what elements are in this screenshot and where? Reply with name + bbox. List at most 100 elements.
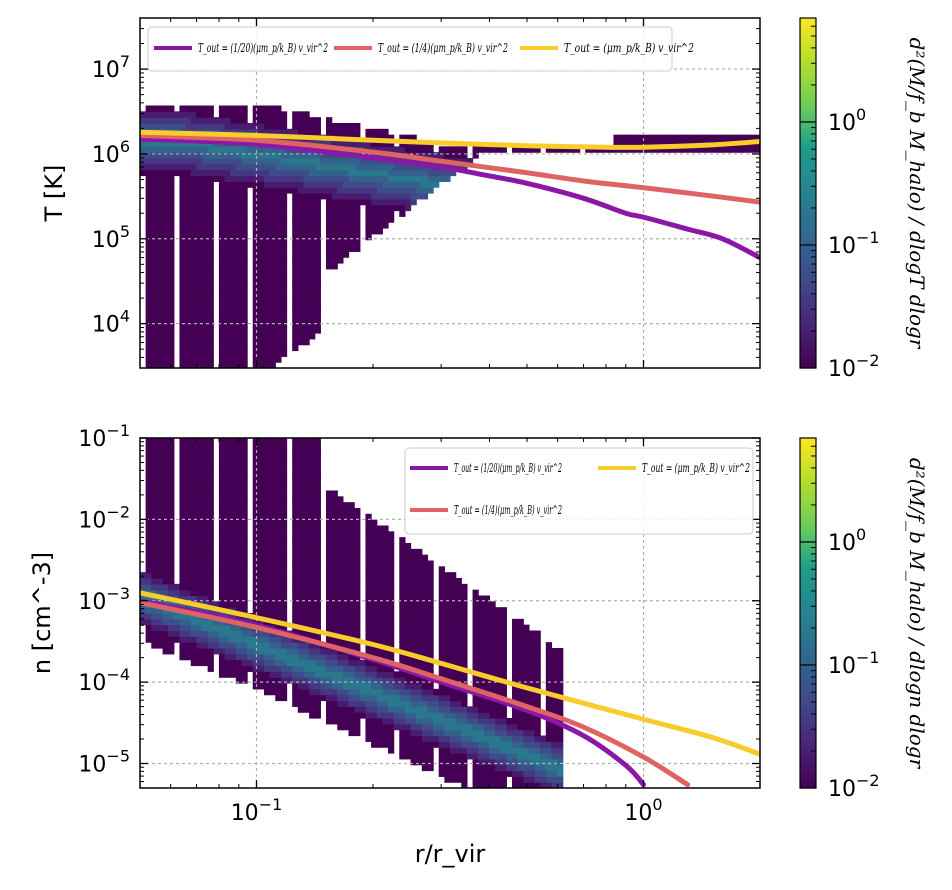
heat-cell: [264, 245, 271, 252]
heat-cell: [230, 216, 237, 223]
heat-cell: [156, 315, 164, 322]
heat-cell: [269, 531, 276, 538]
heat-cell: [540, 741, 547, 748]
heat-cell: [354, 525, 361, 532]
heat-cell: [534, 671, 541, 678]
heat-cell: [438, 723, 445, 731]
heat-cell: [382, 735, 389, 742]
heat-cell: [190, 193, 197, 200]
heat-cell: [466, 747, 474, 754]
heat-cell: [252, 449, 259, 457]
heat-cell: [692, 134, 699, 142]
heat-cell: [179, 286, 186, 293]
heat-cell: [145, 496, 152, 503]
heat-cell: [190, 467, 197, 474]
heat-cell: [297, 613, 305, 620]
heat-cell: [224, 601, 231, 608]
series-line-2: [140, 129, 760, 150]
heat-cell: [506, 770, 513, 777]
heat-cell: [399, 723, 406, 731]
heat-cell: [483, 659, 491, 667]
heat-cell: [309, 438, 316, 445]
heat-cell: [337, 233, 344, 241]
heat-cell: [348, 653, 355, 661]
heat-cell: [421, 741, 429, 748]
heat-cell: [314, 572, 321, 579]
heat-cell: [303, 239, 310, 247]
heat-cell: [371, 216, 378, 223]
heat-cell: [224, 525, 231, 532]
heat-cell: [280, 496, 288, 503]
heat-cell: [376, 543, 383, 550]
heat-cell: [314, 216, 321, 223]
heat-cell: [185, 583, 192, 591]
heat-cell: [534, 636, 541, 643]
heat-cell: [297, 128, 305, 136]
heat-cell: [348, 671, 355, 678]
heat-cell: [342, 688, 350, 696]
heat-cell: [438, 613, 445, 620]
heat-cell: [483, 595, 491, 602]
heat-cell: [331, 659, 338, 667]
heat-cell: [269, 105, 276, 112]
heat-cell: [297, 175, 305, 182]
heat-cell: [557, 764, 564, 772]
heat-cell: [185, 187, 192, 194]
heat-cell: [399, 700, 406, 707]
heat-cell: [230, 583, 237, 591]
heat-cell: [185, 239, 192, 247]
heat-cell: [280, 613, 288, 620]
heat-cell: [241, 169, 248, 177]
heat-cell: [478, 712, 485, 719]
heat-cell: [196, 554, 203, 562]
heat-cell: [444, 169, 451, 177]
heat-cell: [376, 723, 383, 731]
heat-cell: [179, 601, 186, 608]
heat-cell: [145, 554, 152, 562]
heat-cell: [252, 589, 259, 597]
heat-cell: [371, 152, 378, 159]
heat-cell: [388, 642, 395, 649]
heat-cell: [264, 502, 271, 509]
heat-cell: [241, 181, 248, 188]
heat-cell: [461, 653, 468, 661]
heat-cell: [517, 671, 524, 678]
heat-cell: [754, 134, 760, 142]
heat-cell: [162, 566, 169, 573]
heat-cell: [162, 210, 169, 217]
heat-cell: [303, 321, 310, 328]
heat-cell: [376, 636, 383, 643]
heat-cell: [162, 438, 169, 445]
heat-cell: [297, 298, 305, 305]
heat-cell: [410, 607, 417, 614]
heat-cell: [461, 659, 468, 667]
heat-cell: [675, 134, 682, 142]
heat-cell: [218, 356, 226, 363]
heat-cell: [179, 356, 186, 363]
heat-cell: [258, 630, 265, 637]
heat-cell: [382, 187, 389, 194]
heat-cell: [179, 537, 186, 544]
heat-cell: [241, 473, 248, 480]
heat-cell: [354, 554, 361, 562]
heat-cell: [218, 181, 226, 188]
heat-cell: [196, 245, 203, 252]
heat-cell: [156, 473, 164, 480]
heat-cell: [280, 163, 288, 171]
heat-cell: [241, 233, 248, 241]
bottom-legend-label-1: T_out = (1/4)(μm_p/k_B) v_vir^2: [454, 503, 562, 517]
heat-cell: [314, 443, 321, 451]
heat-cell: [168, 239, 175, 247]
heat-cell: [376, 683, 383, 690]
heat-cell: [179, 630, 186, 637]
heat-cell: [309, 630, 316, 637]
heat-cell: [326, 659, 333, 667]
heat-cell: [280, 601, 288, 608]
heat-cell: [269, 484, 276, 492]
heat-cell: [489, 636, 496, 643]
heat-cell: [404, 589, 412, 597]
heat-cell: [264, 327, 271, 334]
heat-cell: [185, 198, 192, 206]
heat-cell: [173, 589, 181, 597]
heat-cell: [444, 694, 451, 702]
